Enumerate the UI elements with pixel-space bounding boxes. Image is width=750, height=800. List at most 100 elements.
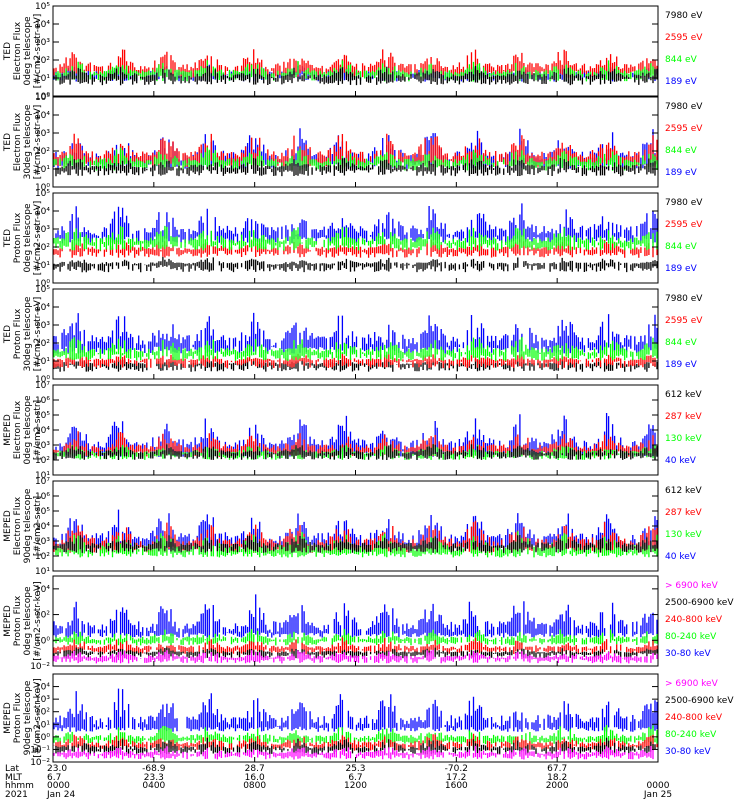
- y-tick-label: 10⁰: [35, 636, 50, 646]
- series-green: [53, 337, 658, 361]
- y-tick-label: 10³: [35, 129, 50, 139]
- series-line: [53, 337, 658, 361]
- legend-entry: 80-240 keV: [665, 632, 717, 642]
- series-line: [53, 688, 658, 732]
- y-tick-label: 10⁷: [35, 477, 50, 487]
- y-axis-label-line: [#/cm2-s-str-eV]: [33, 105, 43, 180]
- legend-entry: 287 keV: [665, 412, 702, 422]
- series-blue: [53, 594, 658, 638]
- series-black: [55, 737, 656, 755]
- y-tick-label: 10³: [35, 441, 50, 451]
- y-axis-label-line: 0deg telescope: [23, 203, 33, 273]
- y-tick-label: 10⁶: [35, 492, 50, 502]
- footer-hhmm: 1200: [344, 781, 367, 791]
- series-black: [55, 158, 656, 177]
- y-tick-label: 10⁴: [35, 111, 50, 121]
- y-tick-label: 10⁵: [35, 189, 50, 199]
- footer-hhmm: 0000: [647, 781, 670, 791]
- footer-lat: 28.7: [245, 764, 265, 774]
- legend-entry: 189 eV: [665, 264, 698, 274]
- y-tick-label: 10⁷: [35, 381, 50, 391]
- footer-row-label: Lat: [5, 764, 20, 774]
- plot-frame: [52, 288, 659, 380]
- legend-entry: 80-240 keV: [665, 730, 717, 740]
- y-axis-label-line: TED: [3, 229, 13, 248]
- legend-entry: > 6900 keV: [665, 581, 719, 591]
- y-tick-label: 10¹: [35, 720, 50, 730]
- y-tick-label: 10⁴: [35, 207, 50, 217]
- legend-entry: 2500-6900 keV: [665, 696, 734, 706]
- plot-frame: [52, 673, 659, 763]
- series-line: [55, 203, 658, 244]
- y-tick-label: 10³: [35, 225, 50, 235]
- legend-entry: 189 eV: [665, 77, 698, 87]
- y-tick-label: 10²: [35, 708, 50, 718]
- y-axis-label-line: Electron Flux: [13, 400, 23, 459]
- legend-entry: 287 keV: [665, 508, 702, 518]
- series-black: [53, 444, 658, 460]
- y-axis-label-line: Proton Flux: [13, 692, 23, 743]
- footer-hhmm: 2000: [546, 781, 569, 791]
- footer-mlt: 23.3: [144, 773, 164, 783]
- y-axis-label-line: [#/cm2-s-str-eV]: [33, 14, 43, 89]
- y-tick-label: 10⁴: [35, 20, 50, 30]
- legend-entry: 2500-6900 keV: [665, 598, 734, 608]
- footer-date: Jan 25: [643, 790, 672, 800]
- footer-lat: 67.7: [547, 764, 567, 774]
- legend-entry: 2595 eV: [665, 124, 703, 134]
- plot-frame: [52, 5, 659, 97]
- y-tick-label: 10⁴: [35, 585, 50, 595]
- legend-entry: 2595 eV: [665, 316, 703, 326]
- legend-entry: 40 keV: [665, 552, 697, 562]
- y-axis-label-line: [#/cm2-s-str]: [33, 496, 43, 556]
- y-axis-label: TED Electron Flux 30deg telescope [#/cm2-s-…: [3, 104, 43, 179]
- legend-entry: 2595 eV: [665, 33, 703, 43]
- legend-entry: 189 eV: [665, 360, 698, 370]
- y-axis-label: TED Proton Flux 30deg telescope [#/cm2-s-st…: [3, 296, 43, 371]
- y-axis-label: MEPED Electron Flux 0deg telescope [#/cm2-s…: [3, 395, 43, 465]
- legend-entry: 7980 eV: [665, 11, 703, 21]
- legend-entry: 844 eV: [665, 338, 698, 348]
- legend-entry: > 6900 keV: [665, 679, 719, 689]
- series-magenta: [53, 745, 654, 760]
- series-line: [53, 594, 658, 638]
- y-axis-label-line: 30deg telescope: [23, 296, 33, 371]
- legend-entry: 7980 eV: [665, 102, 703, 112]
- y-axis-label: MEPED Proton Flux 0deg telescope [#/cm2-s-s…: [3, 581, 43, 660]
- y-axis-label: TED Proton Flux 0deg telescope [#/cm2-s-str…: [3, 201, 43, 276]
- y-tick-label: 10⁵: [35, 507, 50, 517]
- y-axis-label-line: [#/cm2-s-str-eV]: [33, 201, 43, 276]
- legend-entry: 240-800 keV: [665, 615, 723, 625]
- panel-3: 10⁰ 10¹ 10² 10³ 10⁴ 10⁵ TED Proton Flux 0deg tel…: [3, 189, 703, 289]
- footer-date: Jan 24: [46, 790, 75, 800]
- footer-lat: -68.9: [142, 764, 166, 774]
- y-axis-label: MEPED Electron Flux 90deg telescope [#/cm2-…: [3, 488, 43, 563]
- legend-entry: 612 keV: [665, 486, 702, 496]
- legend-entry: 844 eV: [665, 55, 698, 65]
- legend-entry: 2595 eV: [665, 220, 703, 230]
- series-magenta: [53, 649, 658, 664]
- series-black: [53, 256, 658, 273]
- y-tick-label: 10²: [35, 339, 50, 349]
- footer-mlt: 6.7: [348, 773, 362, 783]
- y-axis-label-line: 30deg telescope: [23, 104, 33, 179]
- series-green: [53, 725, 658, 745]
- y-tick-label: 10⁰: [35, 92, 50, 102]
- legend-entry: 612 keV: [665, 390, 702, 400]
- panel-5: 10¹ 10² 10³ 10⁴ 10⁵ 10⁶ 10⁷ MEPED Electron Flux 0…: [3, 381, 702, 481]
- legend-entry: 130 keV: [665, 434, 702, 444]
- footer-hhmm: 0800: [243, 781, 266, 791]
- series-blue: [53, 688, 658, 732]
- y-tick-label: 10⁵: [35, 93, 50, 103]
- y-tick-label: 10¹: [35, 471, 50, 481]
- plot-frame: [52, 384, 659, 476]
- footer-row-label: hhmm: [5, 781, 34, 791]
- series-line: [53, 535, 658, 553]
- plot-frame: [52, 480, 659, 572]
- series-line: [55, 60, 656, 82]
- y-axis-label-line: [#/cm2-s-str-keV]: [33, 678, 43, 757]
- series-line: [53, 725, 658, 745]
